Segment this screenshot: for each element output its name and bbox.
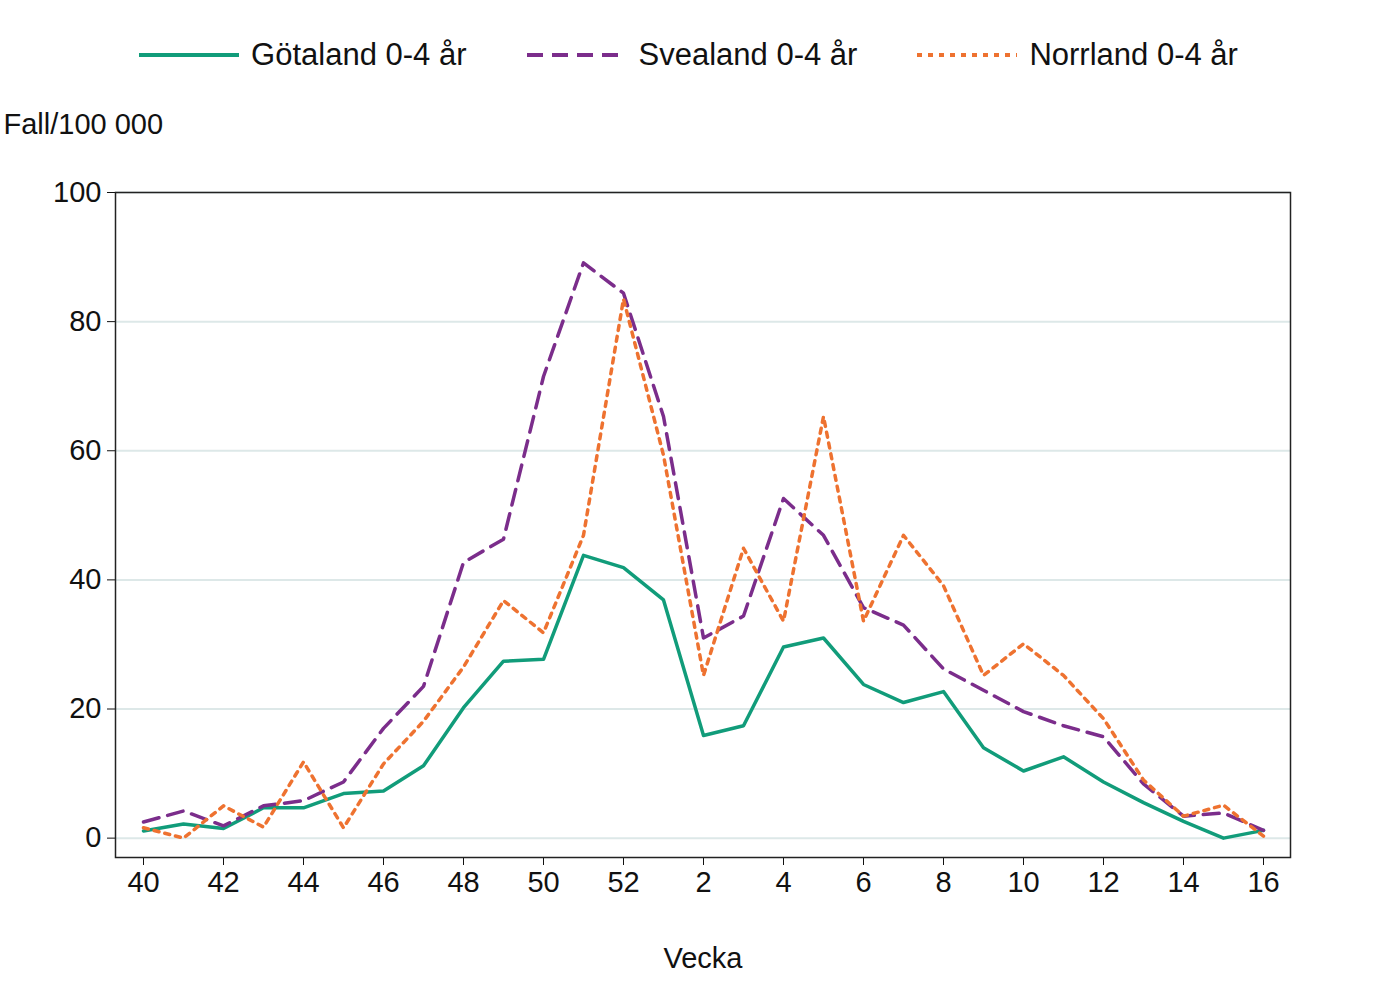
svg-text:40: 40	[69, 563, 101, 595]
html-text:Svealand 0-4 år: Svealand 0-4 år	[638, 37, 858, 72]
svg-text:10: 10	[1007, 866, 1039, 898]
svg-text:20: 20	[69, 692, 101, 724]
svg-text:40: 40	[127, 866, 159, 898]
svg-text:6: 6	[855, 866, 871, 898]
svg-text:16: 16	[1247, 866, 1279, 898]
html-text:Norrland 0-4 år: Norrland 0-4 år	[1029, 37, 1238, 72]
svg-text:0: 0	[85, 821, 101, 853]
svg-text:80: 80	[69, 305, 101, 337]
html-text:Götaland 0-4 år: Götaland 0-4 år	[251, 37, 467, 72]
svg-text:Vecka: Vecka	[664, 942, 744, 974]
svg-text:50: 50	[527, 866, 559, 898]
svg-text:14: 14	[1167, 866, 1199, 898]
svg-text:8: 8	[935, 866, 951, 898]
svg-text:46: 46	[367, 866, 399, 898]
svg-text:12: 12	[1087, 866, 1119, 898]
svg-text:Fall/100 000: Fall/100 000	[4, 110, 164, 140]
svg-text:4: 4	[775, 866, 791, 898]
svg-text:52: 52	[607, 866, 639, 898]
svg-text:60: 60	[69, 434, 101, 466]
svg-text:48: 48	[447, 866, 479, 898]
svg-text:2: 2	[695, 866, 711, 898]
svg-text:42: 42	[207, 866, 239, 898]
svg-text:44: 44	[287, 866, 319, 898]
svg-text:100: 100	[53, 176, 101, 208]
